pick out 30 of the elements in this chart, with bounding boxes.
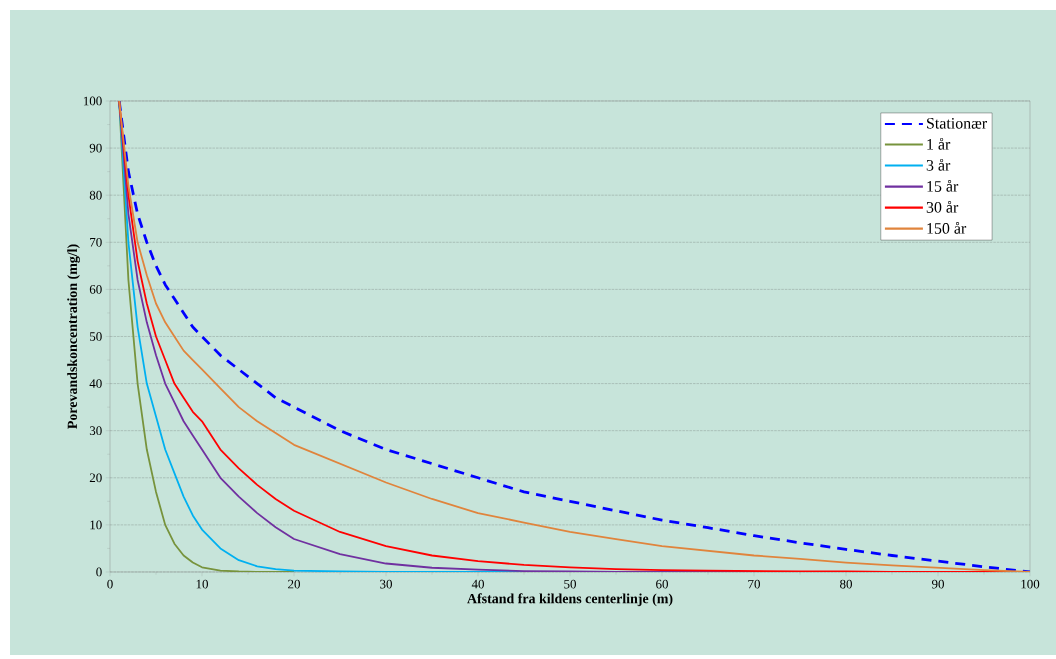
x-tick-label: 10 — [196, 579, 208, 589]
x-tick-label: 80 — [840, 579, 852, 589]
y-tick-label: 60 — [89, 285, 102, 294]
y-tick-label: 10 — [90, 520, 102, 530]
y-tick-label: 90 — [89, 143, 102, 153]
legend-label: 15 år — [927, 180, 959, 192]
legend-label: 30 år — [926, 201, 959, 213]
y-tick-label: 50 — [90, 332, 102, 341]
x-tick-label: 30 — [380, 579, 392, 589]
y-tick-label: 100 — [83, 96, 102, 106]
y-tick-label: 20 — [89, 473, 102, 483]
x-tick-label: 60 — [656, 579, 668, 589]
x-tick-label: 70 — [748, 579, 760, 589]
x-tick-label: 40 — [471, 579, 484, 589]
y-axis-title: Porevandskoncentration (mg/l) — [67, 244, 80, 429]
x-tick-label: 20 — [288, 579, 300, 589]
y-tick-label: 80 — [89, 190, 102, 200]
x-tick-label: 100 — [1021, 579, 1040, 589]
x-tick-label: 90 — [931, 579, 944, 589]
y-tick-label: 70 — [90, 237, 102, 247]
x-axis-title: Afstand fra kildens centerlinje (m) — [467, 593, 673, 607]
legend-label: 1 år — [927, 137, 951, 150]
x-tick-label: 50 — [564, 579, 576, 589]
legend-label: Stationær — [927, 117, 987, 129]
y-tick-label: 0 — [96, 567, 102, 577]
x-tick-label: 0 — [107, 579, 113, 589]
legend-label: 3 år — [926, 159, 951, 171]
y-tick-label: 30 — [89, 426, 102, 436]
legend-label: 150 år — [927, 222, 967, 234]
y-tick-label: 40 — [89, 379, 102, 388]
